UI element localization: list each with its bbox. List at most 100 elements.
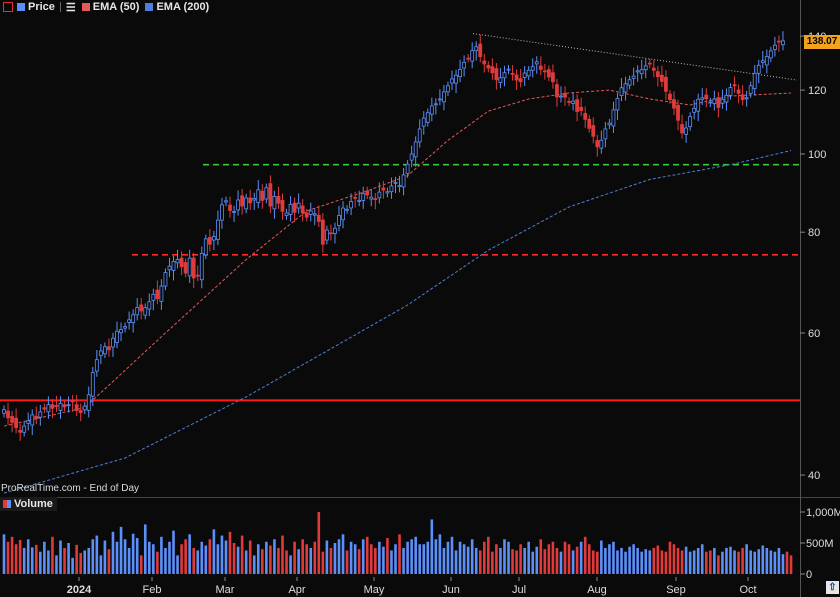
candle-body (591, 125, 596, 137)
candle-body (522, 72, 527, 78)
candle-body (70, 400, 75, 403)
candle-body (369, 196, 374, 200)
volume-bar (2, 534, 6, 574)
price-legend: Price ☰ EMA (50) EMA (200) (0, 0, 209, 14)
volume-bar (402, 547, 405, 574)
candle-body (708, 101, 713, 104)
volume-tick-label: 500M (806, 538, 834, 550)
candle-body (90, 372, 95, 397)
volume-bar (733, 550, 736, 574)
candle-body (631, 75, 636, 79)
volume-bar (737, 551, 740, 574)
candle-body (712, 98, 717, 104)
volume-bar (361, 539, 365, 574)
candle-body (551, 72, 555, 83)
volume-bar (551, 541, 555, 574)
candle-body (131, 314, 136, 324)
candle-body (409, 153, 414, 161)
candle-body (337, 215, 341, 226)
volume-bar (410, 539, 413, 574)
candle-body (211, 236, 216, 241)
volume-bar (333, 543, 337, 574)
volume-bar (604, 547, 607, 574)
volume-bar (563, 541, 567, 574)
volume-bar (111, 531, 115, 574)
settings-icon[interactable]: ☰ (65, 1, 76, 14)
candle-body (256, 189, 261, 204)
time-tick-label: Mar (216, 584, 235, 596)
scroll-up-icon[interactable]: ⇧ (826, 581, 839, 594)
candle-body (151, 293, 156, 301)
volume-bar (119, 526, 123, 574)
candle-body (442, 91, 446, 103)
candle-body (744, 97, 749, 100)
volume-bar (462, 544, 466, 574)
ema200-swatch-icon (145, 3, 154, 11)
volume-bar (470, 539, 474, 574)
candle-body (361, 193, 366, 201)
candle-body (490, 66, 495, 74)
volume-bar (297, 549, 300, 574)
candlesticks (2, 31, 785, 441)
volume-bar (587, 544, 591, 574)
candle-body (635, 70, 640, 73)
candle-body (341, 207, 345, 221)
volume-bar (519, 544, 522, 574)
expand-icon[interactable] (3, 2, 13, 12)
legend-ema50: EMA (50) (92, 1, 140, 13)
candle-body (397, 185, 402, 188)
candle-body (123, 326, 127, 329)
legend-ema200: EMA (200) (156, 1, 210, 13)
candle-body (66, 404, 71, 407)
candle-body (639, 69, 644, 75)
volume-bar (18, 539, 22, 574)
volume-bar (579, 541, 583, 574)
candle-body (14, 417, 19, 429)
time-tick-label: Sep (666, 584, 686, 596)
candle-body (167, 265, 172, 271)
candle-body (296, 202, 301, 209)
candle-body (482, 60, 487, 65)
volume-bar (567, 544, 571, 574)
candle-body (199, 253, 204, 281)
volume-bar (499, 547, 502, 574)
candle-body (437, 98, 442, 101)
candle-body (216, 219, 220, 240)
volume-bar (59, 540, 62, 574)
volume-chart[interactable]: 0 500M 1,000M 2024 Feb Mar Apr May Jun Jul Aug Sep… (0, 497, 840, 597)
candle-body (175, 259, 180, 264)
volume-bar (426, 541, 430, 574)
candle-body (417, 128, 422, 143)
price-chart[interactable]: 406080100120140 (0, 0, 840, 497)
volume-bar (143, 524, 147, 574)
candle-body (22, 425, 27, 433)
candle-body (623, 83, 628, 93)
candle-body (603, 128, 608, 140)
volume-bar (188, 534, 191, 574)
source-label: ProRealTime.com - End of Day (1, 483, 140, 494)
candle-body (320, 219, 325, 245)
candle-body (676, 104, 680, 121)
volume-bar (688, 551, 692, 574)
volume-bar (369, 544, 373, 574)
volume-bar (696, 547, 700, 574)
moving-averages (3, 89, 792, 494)
volume-bar (204, 545, 208, 574)
volume-bar (252, 555, 256, 574)
candle-body (405, 163, 410, 174)
candle-body (728, 87, 733, 96)
volume-bar (547, 544, 551, 574)
candle-body (115, 330, 119, 343)
volume-bar (103, 540, 107, 574)
volume-bar (281, 535, 284, 574)
candle-body (159, 285, 164, 302)
volume-bar (466, 546, 470, 574)
volume-bar (781, 554, 785, 574)
volume-bar (321, 551, 325, 574)
volume-bar (71, 557, 74, 574)
candle-body (772, 44, 777, 50)
volume-bar (692, 550, 696, 574)
volume-bar (337, 539, 341, 574)
candle-body (119, 329, 123, 334)
volume-bar (571, 550, 575, 574)
